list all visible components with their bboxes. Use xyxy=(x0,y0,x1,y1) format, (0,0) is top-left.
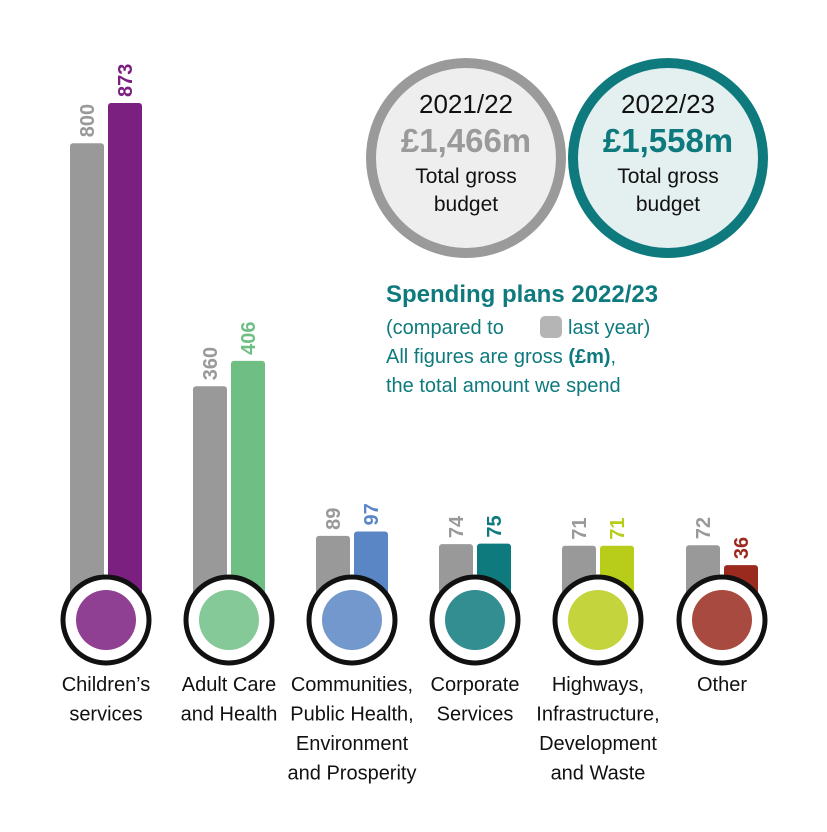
value-label: 873 xyxy=(115,64,137,97)
value-label: 74 xyxy=(446,515,468,538)
value-label: 71 xyxy=(607,518,629,540)
value-label: 75 xyxy=(484,515,506,537)
bar xyxy=(108,103,142,605)
legend-name: 2022/23 xyxy=(621,89,715,119)
category-label: Communities, Public Health, Environment and… xyxy=(288,674,417,785)
bar xyxy=(70,143,104,606)
category-icon-inner xyxy=(445,590,505,650)
legend-name: 2021/22 xyxy=(419,89,513,119)
value-label: 72 xyxy=(693,517,715,539)
note: last year) xyxy=(568,317,650,339)
total-caption: Total gross budget xyxy=(617,165,719,216)
note: (£m) xyxy=(568,346,610,368)
total-label: £1,466m xyxy=(401,122,531,159)
bar xyxy=(193,386,227,605)
total-bubble xyxy=(366,58,566,258)
value-label: 406 xyxy=(238,321,260,354)
category-icon-inner xyxy=(322,590,382,650)
category-icon-inner xyxy=(692,590,752,650)
legend-swatch xyxy=(540,316,562,338)
category-label: Children’s services xyxy=(62,674,151,726)
value-label: 800 xyxy=(77,104,99,137)
total-bubble xyxy=(568,58,768,258)
note: (compared to xyxy=(386,317,504,339)
total-label: £1,558m xyxy=(603,122,733,159)
category-label: Adult Care and Health xyxy=(181,674,278,726)
note: the total amount we spend xyxy=(386,375,621,397)
category-label: Highways, Infrastructure, Development and W… xyxy=(536,674,659,785)
value-label: 97 xyxy=(361,503,383,525)
category-label: Corporate Services xyxy=(431,674,520,726)
category-icon-inner xyxy=(199,590,259,650)
note: All figures are gross (£m), xyxy=(386,346,616,368)
category-icon-inner xyxy=(568,590,628,650)
bar xyxy=(231,360,265,605)
value-label: 89 xyxy=(323,508,345,530)
info: Spending plans 2022/23 (compared to last… xyxy=(366,58,768,397)
total-caption: Total gross budget xyxy=(415,165,517,216)
category-icon-inner xyxy=(76,590,136,650)
title: Spending plans 2022/23 xyxy=(386,281,658,308)
category-label: Other xyxy=(697,674,747,696)
note: All figures are gross xyxy=(386,346,563,368)
value-label: 36 xyxy=(731,537,753,559)
value-label: 360 xyxy=(200,347,222,380)
icons xyxy=(60,574,768,666)
note: , xyxy=(611,346,617,368)
value-label: 71 xyxy=(569,518,591,540)
